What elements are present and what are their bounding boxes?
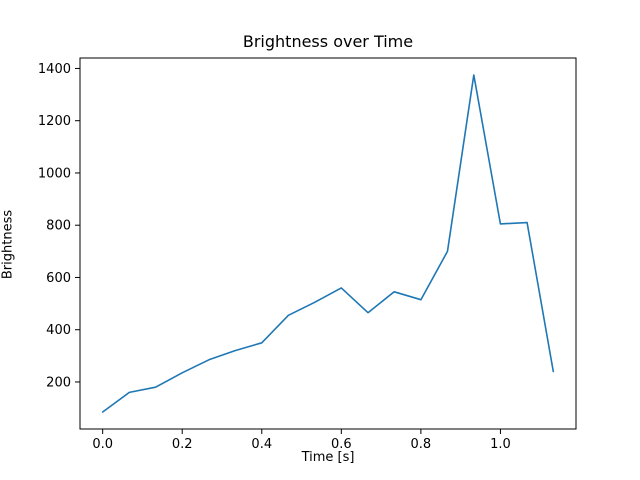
y-axis-label: Brightness	[0, 209, 16, 280]
x-tick-label: 0.2	[172, 437, 193, 452]
y-tick-label: 600	[46, 271, 71, 286]
y-tick-label: 1000	[38, 166, 71, 181]
y-tick-label: 800	[46, 219, 71, 234]
axes-frame	[79, 57, 577, 430]
chart-title: Brightness over Time	[242, 32, 414, 51]
y-tick-label: 1400	[38, 62, 71, 77]
x-tick-label: 0.0	[92, 437, 113, 452]
x-tick-label: 1.0	[490, 437, 511, 452]
y-tick-label: 1200	[38, 114, 71, 129]
y-tick-label: 200	[46, 375, 71, 390]
x-tick-label: 0.4	[251, 437, 272, 452]
brightness-line	[101, 74, 555, 413]
x-tick-label: 0.8	[411, 437, 432, 452]
y-tick-label: 400	[46, 323, 71, 338]
x-axis-label: Time [s]	[301, 450, 355, 465]
x-tick-label: 0.6	[331, 437, 352, 452]
